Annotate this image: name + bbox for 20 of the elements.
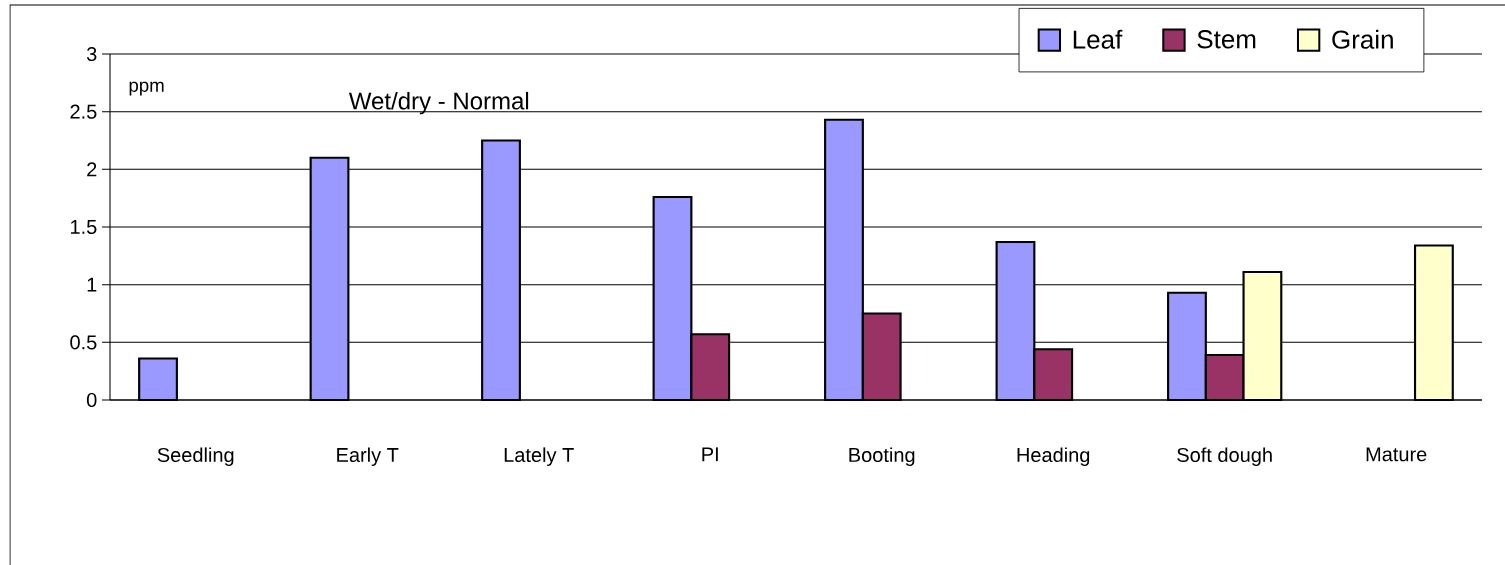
y-tick-label: 0.5 — [70, 335, 97, 350]
y-axis-title: ppm — [129, 81, 164, 96]
legend-label: Leaf — [1073, 29, 1123, 49]
y-tick-label: 3 — [86, 46, 97, 62]
x-tick-label: Soft dough — [1177, 447, 1272, 467]
legend-label: Stem — [1197, 30, 1256, 49]
x-tick-label: Early T — [337, 447, 399, 467]
text: Wet/dry - Normal — [348, 91, 529, 115]
x-tick-label: PI — [702, 447, 718, 462]
legend-label: Grain — [1332, 29, 1393, 49]
x-tick-label: Heading — [1017, 447, 1090, 467]
y-tick-label: 1.5 — [71, 220, 97, 234]
x-tick-label: Mature — [1366, 447, 1427, 462]
y-tick-label: 1 — [87, 277, 97, 292]
y-tick-label: 2.5 — [70, 104, 97, 119]
x-tick-label: Seedling — [157, 447, 234, 467]
y-tick-label: 2 — [87, 162, 97, 177]
x-tick-label: Booting — [849, 447, 915, 467]
x-tick-label: Lately T — [504, 447, 574, 467]
y-tick-label: 0 — [86, 392, 97, 408]
